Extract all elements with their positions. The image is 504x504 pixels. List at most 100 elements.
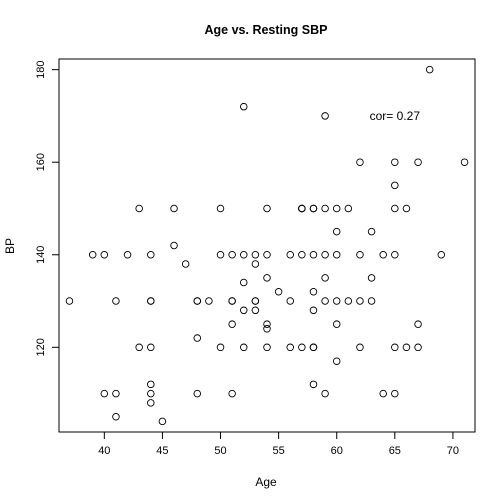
y-tick-label: 140 bbox=[35, 246, 47, 264]
data-point bbox=[402, 204, 411, 213]
data-point bbox=[263, 320, 271, 328]
data-point bbox=[286, 343, 294, 352]
data-point bbox=[391, 343, 399, 352]
data-point bbox=[391, 251, 399, 259]
data-point bbox=[321, 274, 329, 282]
data-point bbox=[216, 204, 225, 213]
data-point bbox=[286, 251, 294, 259]
data-point bbox=[112, 389, 120, 398]
data-point bbox=[100, 389, 109, 398]
data-point bbox=[135, 343, 143, 352]
data-point bbox=[193, 389, 202, 398]
data-point bbox=[356, 251, 364, 259]
data-point bbox=[298, 204, 306, 213]
x-tick-label: 60 bbox=[331, 445, 343, 457]
data-point bbox=[228, 251, 236, 259]
data-point bbox=[321, 251, 329, 259]
data-point bbox=[112, 412, 120, 421]
data-point bbox=[356, 158, 364, 166]
y-tick-label: 160 bbox=[35, 153, 47, 171]
y-tick-label: 120 bbox=[35, 338, 47, 356]
data-point bbox=[309, 306, 318, 315]
data-point bbox=[309, 251, 318, 259]
data-point bbox=[216, 251, 225, 259]
data-point bbox=[263, 274, 271, 282]
data-point bbox=[251, 251, 260, 259]
data-point bbox=[391, 389, 399, 398]
data-point bbox=[332, 204, 341, 213]
data-point bbox=[193, 297, 202, 305]
x-tick-label: 50 bbox=[214, 445, 226, 457]
data-point bbox=[298, 343, 306, 352]
data-point bbox=[100, 251, 109, 259]
data-point bbox=[414, 158, 422, 166]
y-axis-label: BP bbox=[3, 238, 17, 254]
data-points bbox=[65, 65, 469, 426]
data-point bbox=[147, 343, 155, 352]
data-point bbox=[228, 297, 236, 305]
data-point bbox=[332, 297, 341, 305]
data-point bbox=[332, 357, 341, 365]
data-point bbox=[228, 320, 236, 328]
data-point bbox=[170, 241, 178, 250]
data-point bbox=[240, 102, 248, 111]
data-point bbox=[263, 343, 271, 352]
x-tick-label: 40 bbox=[98, 445, 110, 457]
data-point bbox=[147, 297, 155, 305]
data-point bbox=[147, 380, 155, 389]
data-point bbox=[135, 204, 143, 213]
data-point bbox=[425, 65, 434, 74]
data-point bbox=[391, 158, 399, 166]
data-point bbox=[321, 204, 329, 213]
data-point bbox=[332, 251, 341, 259]
y-axis: 120 140 160 180 bbox=[35, 60, 60, 356]
data-point bbox=[205, 297, 213, 305]
data-point bbox=[147, 389, 155, 398]
x-axis: 40 45 50 55 60 65 70 bbox=[98, 431, 459, 457]
data-point bbox=[309, 204, 318, 213]
data-point bbox=[274, 288, 283, 296]
data-point bbox=[88, 251, 97, 259]
correlation-annotation: cor= 0.27 bbox=[370, 109, 421, 123]
data-point bbox=[309, 343, 318, 352]
data-point bbox=[356, 297, 364, 305]
data-point bbox=[402, 343, 411, 352]
data-point bbox=[321, 389, 329, 398]
data-point bbox=[147, 399, 155, 407]
data-point bbox=[414, 320, 422, 328]
data-point bbox=[379, 251, 387, 259]
data-point bbox=[147, 251, 155, 259]
data-point bbox=[193, 334, 202, 342]
data-point bbox=[309, 288, 318, 296]
data-point bbox=[379, 389, 387, 398]
data-point bbox=[391, 181, 399, 190]
data-point bbox=[367, 227, 376, 236]
x-tick-label: 45 bbox=[156, 445, 168, 457]
x-tick-label: 55 bbox=[272, 445, 284, 457]
data-point bbox=[263, 325, 271, 333]
data-point bbox=[309, 380, 318, 389]
data-point bbox=[414, 343, 422, 352]
data-point bbox=[112, 297, 120, 305]
data-point bbox=[181, 260, 190, 268]
data-point bbox=[344, 297, 353, 305]
data-point bbox=[460, 158, 469, 166]
data-point bbox=[170, 204, 178, 213]
data-point bbox=[158, 417, 167, 426]
data-point bbox=[391, 204, 399, 213]
data-point bbox=[251, 260, 260, 268]
data-point bbox=[228, 389, 236, 398]
data-point bbox=[65, 297, 74, 305]
data-point bbox=[286, 297, 294, 305]
x-tick-label: 65 bbox=[389, 445, 401, 457]
chart-title: Age vs. Resting SBP bbox=[205, 23, 328, 37]
data-point bbox=[321, 297, 329, 305]
data-point bbox=[367, 297, 376, 305]
data-point bbox=[251, 297, 260, 305]
data-point bbox=[123, 251, 132, 259]
data-point bbox=[251, 306, 260, 315]
data-point bbox=[344, 204, 353, 213]
data-point bbox=[332, 227, 341, 236]
data-point bbox=[240, 343, 248, 352]
